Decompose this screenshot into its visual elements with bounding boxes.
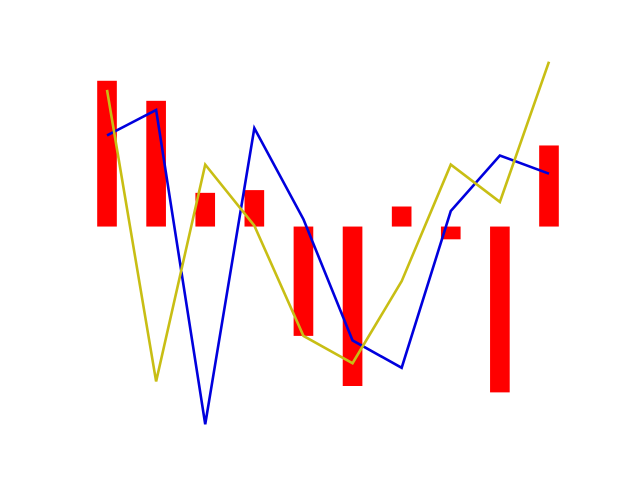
bar-6 [391,206,412,227]
bar-series [97,80,559,393]
bar-0 [97,80,117,227]
bar-4 [293,226,314,336]
line-series-group [105,61,551,425]
bar-5 [342,226,363,386]
bar-8 [490,226,510,393]
bar-3 [244,190,265,227]
bar-2 [195,192,216,227]
bar-9 [539,145,559,227]
line-series-1 [106,107,550,425]
bar-1 [146,100,166,227]
line-series-2 [105,61,551,382]
